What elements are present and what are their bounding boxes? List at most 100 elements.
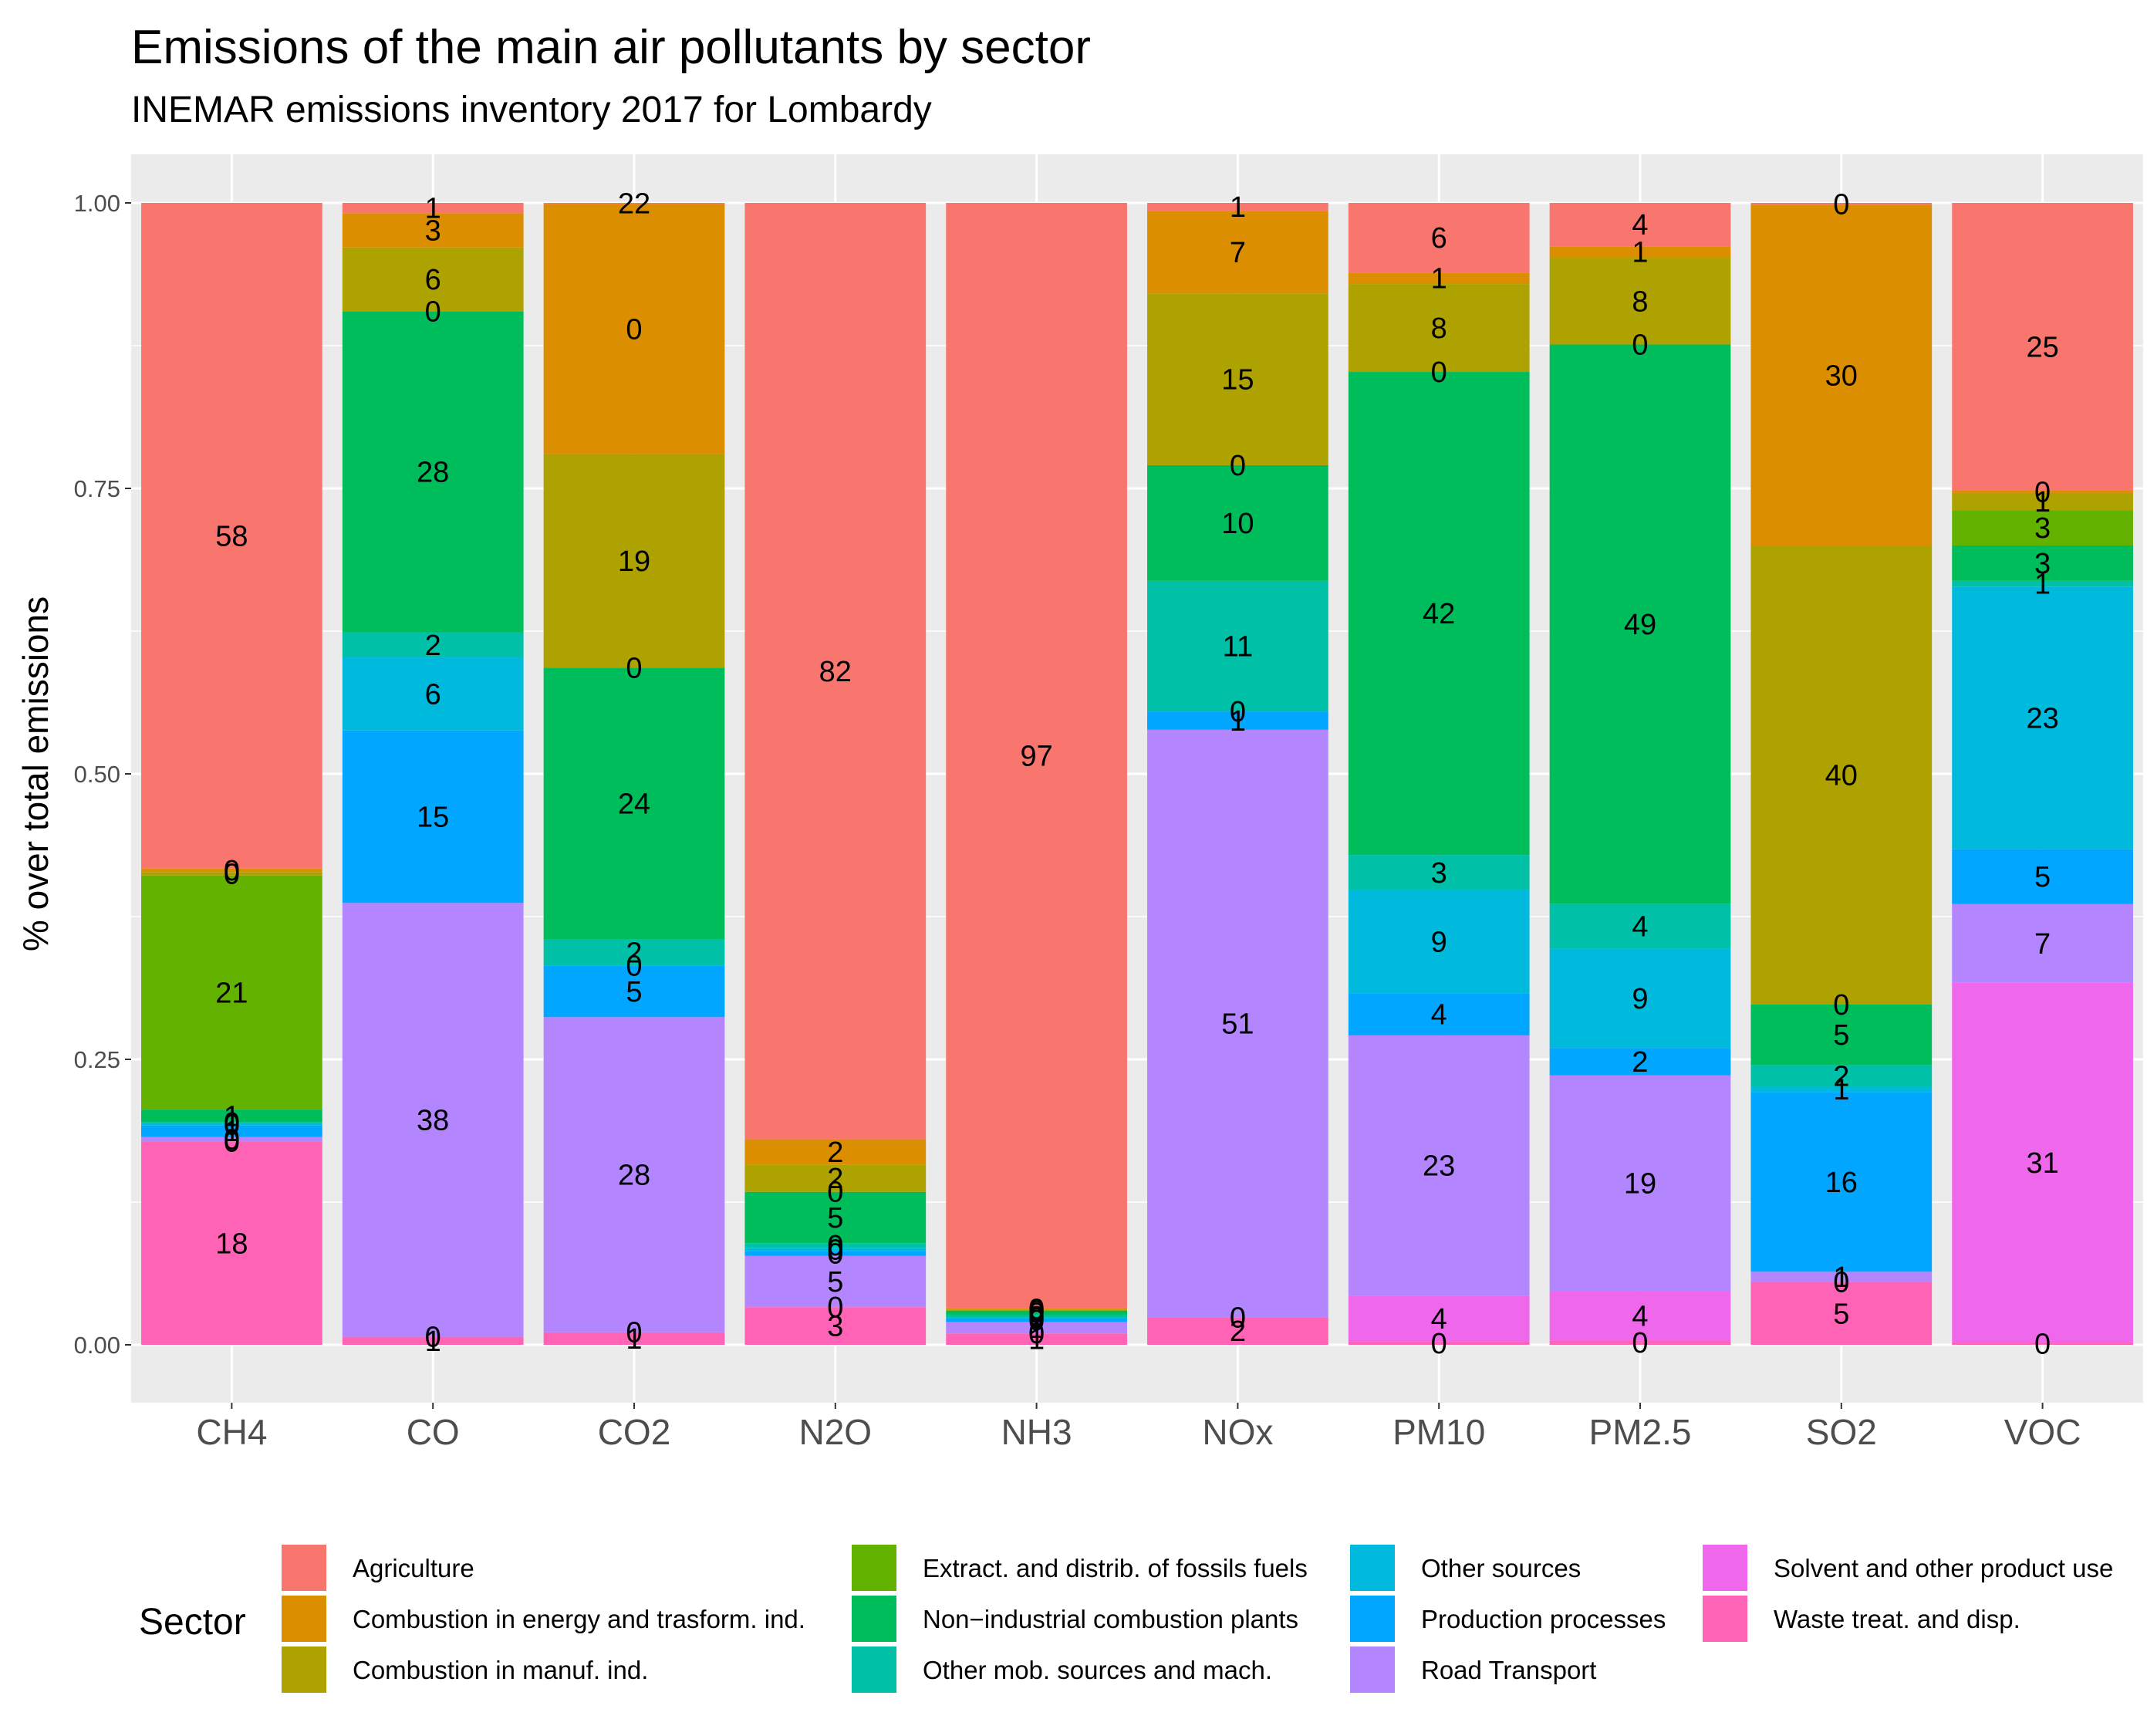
data-label: 3	[827, 1311, 843, 1343]
data-label: 97	[1020, 740, 1052, 772]
bar-segment	[946, 1333, 1127, 1345]
data-label: 0	[827, 1234, 843, 1266]
data-label: 0	[1833, 989, 1849, 1022]
y-axis: 0.00 0.25 0.50 0.75 1.00	[74, 190, 131, 1359]
data-label: 1	[224, 1100, 240, 1133]
bar-segment	[1952, 510, 2133, 545]
x-tick-label: SO2	[1806, 1412, 1877, 1452]
bar-segment	[946, 1315, 1127, 1318]
legend-label: Combustion in manuf. ind.	[353, 1656, 648, 1684]
bar-segment	[1750, 545, 1933, 1005]
bar-segment	[1952, 903, 2133, 983]
data-label: 5	[827, 1202, 843, 1234]
data-label: 0	[827, 1230, 843, 1262]
data-label: 11	[1223, 630, 1253, 663]
data-label: 3	[1431, 857, 1447, 890]
legend-swatch	[1703, 1545, 1747, 1591]
chart-subtitle: INEMAR emissions inventory 2017 for Lomb…	[131, 90, 932, 130]
data-label: 3	[2034, 548, 2051, 580]
data-label: 23	[2026, 702, 2058, 735]
bar-segment	[1348, 890, 1530, 994]
data-label: 1	[2034, 486, 2051, 518]
bar-segment	[141, 872, 322, 876]
bar-segment	[1147, 211, 1328, 294]
legend-label: Waste treat. and disp.	[1774, 1605, 2020, 1633]
legend-label: Road Transport	[1421, 1656, 1596, 1684]
bar-segment	[141, 1125, 322, 1137]
data-label: 0	[1230, 450, 1246, 482]
bar-segment	[342, 903, 524, 1337]
bar-segment	[744, 203, 927, 1140]
data-label: 5	[626, 976, 642, 1008]
bar-segment	[1348, 1341, 1530, 1345]
data-label: 1	[1632, 237, 1648, 269]
data-label: 42	[1423, 598, 1455, 630]
data-label: 31	[2026, 1147, 2058, 1180]
data-label: 15	[1221, 364, 1254, 397]
legend-swatch	[1350, 1596, 1395, 1642]
bar-segment	[946, 1310, 1127, 1316]
data-label: 0	[827, 1177, 843, 1209]
bar-segment	[1348, 203, 1530, 273]
bar-segment	[1750, 1092, 1933, 1272]
legend-title: Sector	[139, 1602, 246, 1643]
bar-segment	[1147, 711, 1328, 730]
data-label: 4	[1431, 1303, 1447, 1336]
data-label: 10	[1221, 508, 1254, 540]
data-label: 16	[1825, 1167, 1858, 1199]
data-label: 28	[618, 1159, 650, 1191]
data-label: 5	[2034, 861, 2051, 893]
legend-swatch	[852, 1646, 896, 1693]
bar-segment	[543, 1017, 725, 1332]
data-label: 2	[425, 630, 441, 662]
data-label: 0	[626, 314, 642, 346]
data-label: 2	[626, 937, 642, 970]
data-label: 22	[618, 188, 650, 221]
bar-segment	[1750, 1282, 1933, 1345]
bar-segment	[543, 204, 725, 454]
data-label: 0	[626, 652, 642, 684]
y-tick-label: 0.25	[74, 1046, 120, 1073]
bar-segment	[141, 868, 322, 873]
legend-swatch	[852, 1596, 896, 1642]
bars	[141, 203, 2133, 1345]
legend-label: Combustion in energy and trasform. ind.	[353, 1605, 805, 1633]
bar-segment	[1549, 246, 1731, 258]
bar-segment	[1549, 203, 1731, 247]
data-label: 6	[1431, 222, 1447, 255]
data-label: 58	[215, 520, 248, 552]
bar-segment	[1348, 272, 1530, 285]
bar-segment	[1348, 993, 1530, 1035]
data-label: 0	[224, 855, 240, 887]
bar-segment	[946, 1309, 1127, 1311]
bar-segment	[744, 1251, 927, 1256]
bar-segment	[744, 1191, 927, 1244]
bar-segment	[1348, 855, 1530, 890]
bar-segment	[342, 730, 524, 903]
x-tick-label: CO	[407, 1412, 460, 1452]
bar-segment	[141, 875, 322, 1110]
data-label: 1	[626, 1323, 642, 1356]
legend-label: Other mob. sources and mach.	[923, 1656, 1272, 1684]
legend-label: Solvent and other product use	[1774, 1554, 2113, 1582]
legend-swatch	[282, 1596, 326, 1642]
data-label: 0	[1230, 1302, 1246, 1334]
bar-segment	[1549, 344, 1731, 904]
legend-swatch	[282, 1545, 326, 1591]
data-label: 0	[425, 1322, 441, 1354]
data-label: 9	[1632, 983, 1648, 1015]
data-label: 2	[827, 1163, 843, 1195]
data-label: 49	[1624, 609, 1656, 641]
bar-segment	[342, 632, 524, 658]
data-label: 0	[2034, 1329, 2051, 1361]
bar-segment	[744, 1255, 927, 1308]
data-label: 40	[1825, 759, 1858, 792]
y-tick-label: 1.00	[74, 190, 120, 217]
data-label: 0	[1028, 1318, 1045, 1350]
data-label: 0	[1230, 696, 1246, 728]
data-label: 0	[1028, 1293, 1045, 1326]
y-tick-label: 0.00	[74, 1332, 120, 1359]
bar-segment	[1952, 492, 2133, 511]
data-label: 0	[2034, 476, 2051, 508]
